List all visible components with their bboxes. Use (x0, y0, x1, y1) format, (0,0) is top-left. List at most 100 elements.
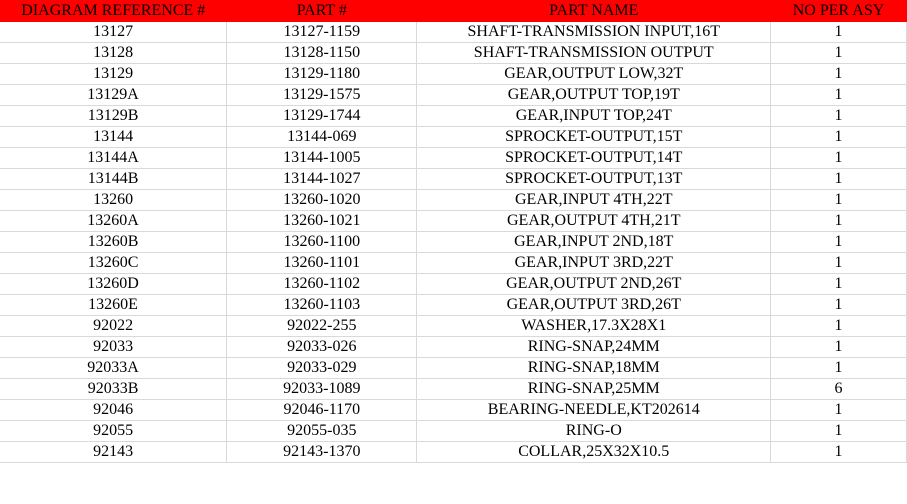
cell-no-per-asy: 1 (771, 43, 907, 64)
header-diagram-reference: DIAGRAM REFERENCE # (0, 0, 227, 22)
cell-part-name: GEAR,INPUT 3RD,22T (417, 253, 771, 274)
table-row: 13260D13260-1102GEAR,OUTPUT 2ND,26T1 (0, 274, 907, 295)
cell-no-per-asy: 1 (771, 148, 907, 169)
cell-no-per-asy: 1 (771, 169, 907, 190)
table-row: 1326013260-1020GEAR,INPUT 4TH,22T1 (0, 190, 907, 211)
cell-part-name: GEAR,INPUT 4TH,22T (417, 190, 771, 211)
cell-diagram-reference: 13260A (0, 211, 227, 232)
cell-part-number: 13129-1744 (227, 106, 417, 127)
table-header: DIAGRAM REFERENCE # PART # PART NAME NO … (0, 0, 907, 22)
cell-part-number: 92046-1170 (227, 400, 417, 421)
cell-part-number: 13144-1027 (227, 169, 417, 190)
cell-part-number: 13260-1100 (227, 232, 417, 253)
table-body: 1312713127-1159SHAFT-TRANSMISSION INPUT,… (0, 22, 907, 463)
table-row: 9214392143-1370COLLAR,25X32X10.51 (0, 442, 907, 463)
table-row: 92033A92033-029RING-SNAP,18MM1 (0, 358, 907, 379)
cell-part-number: 92033-029 (227, 358, 417, 379)
cell-part-number: 92033-026 (227, 337, 417, 358)
parts-table: DIAGRAM REFERENCE # PART # PART NAME NO … (0, 0, 907, 463)
cell-part-name: GEAR,OUTPUT LOW,32T (417, 64, 771, 85)
cell-part-number: 13129-1575 (227, 85, 417, 106)
cell-no-per-asy: 1 (771, 295, 907, 316)
cell-part-name: WASHER,17.3X28X1 (417, 316, 771, 337)
cell-no-per-asy: 1 (771, 421, 907, 442)
cell-no-per-asy: 1 (771, 127, 907, 148)
header-part-number: PART # (227, 0, 417, 22)
cell-part-name: RING-SNAP,18MM (417, 358, 771, 379)
cell-part-number: 13260-1021 (227, 211, 417, 232)
table-row: 13260C13260-1101GEAR,INPUT 3RD,22T1 (0, 253, 907, 274)
header-part-name: PART NAME (417, 0, 771, 22)
cell-no-per-asy: 1 (771, 274, 907, 295)
table-row: 13260E13260-1103GEAR,OUTPUT 3RD,26T1 (0, 295, 907, 316)
table-row: 9204692046-1170BEARING-NEEDLE,KT2026141 (0, 400, 907, 421)
cell-no-per-asy: 1 (771, 442, 907, 463)
table-row: 13260A13260-1021GEAR,OUTPUT 4TH,21T1 (0, 211, 907, 232)
cell-no-per-asy: 1 (771, 211, 907, 232)
cell-part-number: 92033-1089 (227, 379, 417, 400)
cell-part-name: SPROCKET-OUTPUT,13T (417, 169, 771, 190)
cell-part-number: 13129-1180 (227, 64, 417, 85)
cell-diagram-reference: 92033 (0, 337, 227, 358)
cell-diagram-reference: 92033A (0, 358, 227, 379)
cell-diagram-reference: 92022 (0, 316, 227, 337)
table-row: 1314413144-069SPROCKET-OUTPUT,15T1 (0, 127, 907, 148)
cell-part-name: GEAR,OUTPUT 4TH,21T (417, 211, 771, 232)
cell-part-name: SHAFT-TRANSMISSION OUTPUT (417, 43, 771, 64)
cell-diagram-reference: 13129A (0, 85, 227, 106)
table-row: 9202292022-255WASHER,17.3X28X11 (0, 316, 907, 337)
cell-diagram-reference: 13129 (0, 64, 227, 85)
cell-no-per-asy: 1 (771, 400, 907, 421)
cell-no-per-asy: 1 (771, 85, 907, 106)
cell-diagram-reference: 13260 (0, 190, 227, 211)
cell-no-per-asy: 6 (771, 379, 907, 400)
cell-diagram-reference: 92143 (0, 442, 227, 463)
cell-part-name: COLLAR,25X32X10.5 (417, 442, 771, 463)
cell-no-per-asy: 1 (771, 22, 907, 43)
cell-diagram-reference: 13144B (0, 169, 227, 190)
cell-part-number: 13260-1102 (227, 274, 417, 295)
table-row: 13260B13260-1100GEAR,INPUT 2ND,18T1 (0, 232, 907, 253)
cell-part-name: GEAR,OUTPUT TOP,19T (417, 85, 771, 106)
table-row: 92033B92033-1089RING-SNAP,25MM6 (0, 379, 907, 400)
table-row: 9203392033-026RING-SNAP,24MM1 (0, 337, 907, 358)
cell-diagram-reference: 13260C (0, 253, 227, 274)
cell-part-name: GEAR,OUTPUT 2ND,26T (417, 274, 771, 295)
cell-diagram-reference: 13260E (0, 295, 227, 316)
cell-part-name: SPROCKET-OUTPUT,14T (417, 148, 771, 169)
cell-diagram-reference: 13129B (0, 106, 227, 127)
table-row: 13144A13144-1005SPROCKET-OUTPUT,14T1 (0, 148, 907, 169)
cell-part-number: 13144-1005 (227, 148, 417, 169)
cell-part-number: 13127-1159 (227, 22, 417, 43)
cell-diagram-reference: 92033B (0, 379, 227, 400)
cell-part-number: 13260-1020 (227, 190, 417, 211)
cell-part-number: 13260-1103 (227, 295, 417, 316)
cell-part-name: BEARING-NEEDLE,KT202614 (417, 400, 771, 421)
cell-part-number: 92143-1370 (227, 442, 417, 463)
cell-no-per-asy: 1 (771, 253, 907, 274)
cell-diagram-reference: 13144A (0, 148, 227, 169)
cell-no-per-asy: 1 (771, 190, 907, 211)
cell-diagram-reference: 92046 (0, 400, 227, 421)
cell-part-name: RING-SNAP,25MM (417, 379, 771, 400)
table-row: 9205592055-035RING-O1 (0, 421, 907, 442)
cell-no-per-asy: 1 (771, 358, 907, 379)
cell-part-name: SPROCKET-OUTPUT,15T (417, 127, 771, 148)
cell-part-name: GEAR,INPUT TOP,24T (417, 106, 771, 127)
cell-part-name: RING-O (417, 421, 771, 442)
cell-part-name: RING-SNAP,24MM (417, 337, 771, 358)
cell-no-per-asy: 1 (771, 106, 907, 127)
cell-diagram-reference: 13144 (0, 127, 227, 148)
cell-no-per-asy: 1 (771, 316, 907, 337)
table-row: 13129A13129-1575GEAR,OUTPUT TOP,19T1 (0, 85, 907, 106)
cell-diagram-reference: 13128 (0, 43, 227, 64)
cell-no-per-asy: 1 (771, 337, 907, 358)
cell-diagram-reference: 92055 (0, 421, 227, 442)
cell-part-number: 92055-035 (227, 421, 417, 442)
table-row: 13129B13129-1744GEAR,INPUT TOP,24T1 (0, 106, 907, 127)
cell-part-number: 92022-255 (227, 316, 417, 337)
cell-part-name: GEAR,INPUT 2ND,18T (417, 232, 771, 253)
table-row: 1312913129-1180GEAR,OUTPUT LOW,32T1 (0, 64, 907, 85)
cell-no-per-asy: 1 (771, 64, 907, 85)
cell-diagram-reference: 13127 (0, 22, 227, 43)
